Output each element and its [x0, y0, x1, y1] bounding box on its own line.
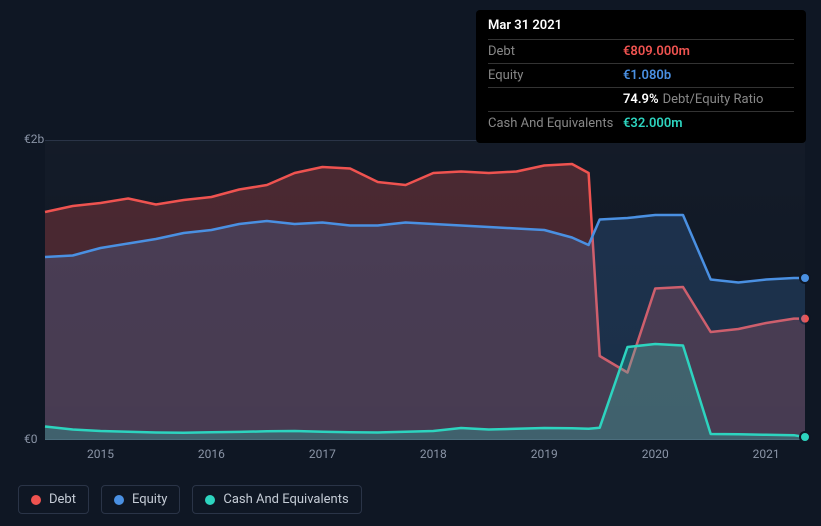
- chart-tooltip: Mar 31 2021 Debt€809.000mEquity€1.080b74…: [476, 10, 806, 143]
- x-axis-tick: 2017: [309, 447, 336, 461]
- tooltip-row-value: €1.080b: [623, 68, 671, 83]
- tooltip-row-label: Debt: [488, 44, 623, 59]
- chart-legend: Debt Equity Cash And Equivalents: [18, 485, 362, 514]
- x-axis-tick: 2021: [753, 447, 780, 461]
- tooltip-row-label: [488, 92, 623, 107]
- x-axis-tick: 2019: [531, 447, 558, 461]
- tooltip-row-value: 74.9%Debt/Equity Ratio: [623, 92, 763, 107]
- legend-label: Cash And Equivalents: [223, 492, 348, 507]
- tooltip-row-suffix: Debt/Equity Ratio: [663, 92, 764, 107]
- x-axis-tick: 2018: [420, 447, 447, 461]
- series-endpoint-cash-and-equivalents: [800, 432, 810, 442]
- tooltip-row-value: €32.000m: [623, 116, 683, 131]
- legend-item-equity[interactable]: Equity: [101, 485, 180, 514]
- legend-item-cash-and-equivalents[interactable]: Cash And Equivalents: [192, 485, 361, 514]
- x-axis-tick: 2016: [198, 447, 225, 461]
- plot-svg: [45, 140, 805, 440]
- legend-label: Debt: [49, 492, 76, 507]
- x-axis-tick: 2015: [87, 447, 114, 461]
- x-axis-tick: 2020: [642, 447, 669, 461]
- tooltip-row: Equity€1.080b: [488, 64, 794, 88]
- legend-swatch: [31, 495, 41, 505]
- legend-item-debt[interactable]: Debt: [18, 485, 89, 514]
- legend-swatch: [205, 495, 215, 505]
- legend-label: Equity: [132, 492, 167, 507]
- tooltip-row: Cash And Equivalents€32.000m: [488, 112, 794, 135]
- tooltip-row-label: Equity: [488, 68, 623, 83]
- series-endpoint-equity: [800, 273, 810, 283]
- tooltip-row: Debt€809.000m: [488, 40, 794, 64]
- y-axis-tick: €2b: [24, 132, 44, 146]
- tooltip-row-label: Cash And Equivalents: [488, 116, 623, 131]
- legend-swatch: [114, 495, 124, 505]
- y-axis-tick: €0: [24, 432, 38, 446]
- tooltip-row-value: €809.000m: [623, 44, 690, 59]
- tooltip-date: Mar 31 2021: [488, 18, 794, 40]
- tooltip-row: 74.9%Debt/Equity Ratio: [488, 88, 794, 112]
